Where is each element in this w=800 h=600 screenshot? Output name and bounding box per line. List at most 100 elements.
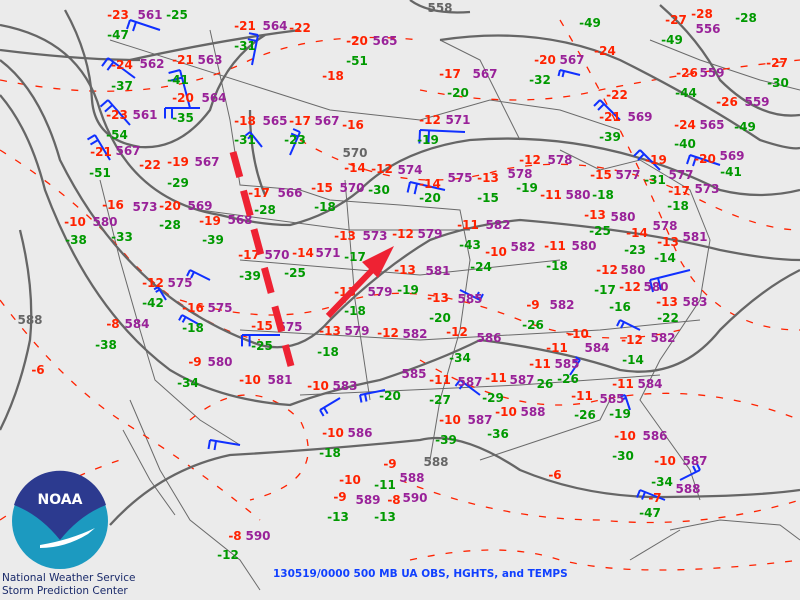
temperature-label: -11 [485,371,507,385]
dewpoint-depression-label: -33 [111,230,133,244]
dewpoint-depression-label: -31 [644,173,666,187]
temperature-label: -22 [139,158,161,172]
height-label: 581 [425,264,450,278]
height-label: 565 [372,34,397,48]
dewpoint-depression-label: -49 [579,16,601,30]
dewpoint-depression-label: -30 [368,183,390,197]
height-label: 586 [642,429,667,443]
temperature-label: -12 [377,326,399,340]
temperature-label: -11 [612,377,634,391]
temperature-label: -22 [289,21,311,35]
dewpoint-depression-label: -36 [487,427,509,441]
height-label: 575 [447,171,472,185]
height-label: 569 [187,199,212,213]
temperature-label: -10 [567,327,589,341]
temperature-label: -11 [571,389,593,403]
height-label: 582 [650,331,675,345]
height-label: 570 [339,181,364,195]
dewpoint-depression-label: -18 [319,446,341,460]
height-label: 584 [584,341,609,355]
dewpoint-depression-label: -23 [624,243,646,257]
height-label: 587 [457,375,482,389]
height-label: 582 [402,327,427,341]
temperature-label: -20 [534,53,556,67]
temperature-label: -8 [387,493,400,507]
temperature-label: -17 [668,184,690,198]
dewpoint-depression-label: -44 [675,86,697,100]
dewpoint-depression-label: -32 [529,73,551,87]
wind-barb-icon [244,131,263,148]
height-label: 567 [194,155,219,169]
temperature-label: -22 [606,88,628,102]
dewpoint-depression-label: -20 [429,311,451,325]
dewpoint-depression-label: -42 [142,296,164,310]
height-label: 565 [699,118,724,132]
wind-barb-icon [679,463,701,481]
height-label: 588 [399,471,424,485]
temperature-label: -11 [540,188,562,202]
wind-barb-icon [186,269,211,281]
height-label: 571 [445,113,470,127]
temperature-label: -13 [427,291,449,305]
height-label: 562 [139,57,164,71]
dewpoint-depression-label: -19 [397,283,419,297]
temperature-label: -12 [419,113,441,127]
dewpoint-depression-label: -11 [374,478,396,492]
temperature-label: -10 [614,429,636,443]
height-label: 588 [675,482,700,496]
temperature-label: -21 [234,19,256,33]
dewpoint-depression-label: -38 [65,233,87,247]
temperature-label: -11 [529,357,551,371]
dewpoint-depression-label: -34 [449,351,471,365]
trough-axis-dashed-line [229,151,295,367]
height-label: 573 [362,229,387,243]
dewpoint-depression-label: -19 [516,181,538,195]
analysis-annotations [229,151,394,367]
dewpoint-depression-label: -30 [767,76,789,90]
dewpoint-depression-label: -13 [327,510,349,524]
height-label: 579 [344,324,369,338]
height-label: 580 [610,210,635,224]
height-label: 590 [402,491,427,505]
dewpoint-depression-label: -47 [639,506,661,520]
height-label: 570 [264,248,289,262]
temperature-label: -17 [238,248,260,262]
height-label: 583 [682,295,707,309]
dewpoint-depression-label: -34 [651,475,673,489]
height-label: 580 [565,188,590,202]
height-label: 563 [197,53,222,67]
height-label: 579 [417,227,442,241]
height-label: 559 [744,95,769,109]
temperature-label: -8 [228,529,241,543]
temperature-label: -12 [596,263,618,277]
dewpoint-depression-label: -26 [557,372,579,386]
contour-label: 570 [342,146,367,160]
height-label: 571 [315,246,340,260]
temperature-label: -16 [182,301,204,315]
temperature-label: -23 [106,108,128,122]
temperature-label: -10 [495,405,517,419]
temperature-label: -24 [594,44,616,58]
dewpoint-depression-label: -20 [379,389,401,403]
wind-barb-icon [86,134,111,161]
temperature-label: -14 [419,177,441,191]
height-label: 582 [485,218,510,232]
wind-barb-icon [633,149,661,171]
height-label: 578 [547,153,572,167]
height-label: 575 [207,301,232,315]
dewpoint-depression-label: -29 [482,391,504,405]
height-label: 581 [682,230,707,244]
map-title: 130519/0000 500 MB UA OBS, HGHTS, and TE… [273,568,568,580]
wind-barb-icon [319,397,341,417]
dewpoint-depression-label: -28 [735,11,757,25]
height-label: 566 [277,186,302,200]
height-label: 580 [643,280,668,294]
dewpoint-depression-label: -41 [167,73,189,87]
temperature-label: -18 [322,69,344,83]
temperature-label: -12 [621,333,643,347]
dewpoint-depression-label: -19 [609,407,631,421]
temperature-label: -10 [307,379,329,393]
dewpoint-depression-label: -25 [251,339,273,353]
height-label: 559 [699,66,724,80]
